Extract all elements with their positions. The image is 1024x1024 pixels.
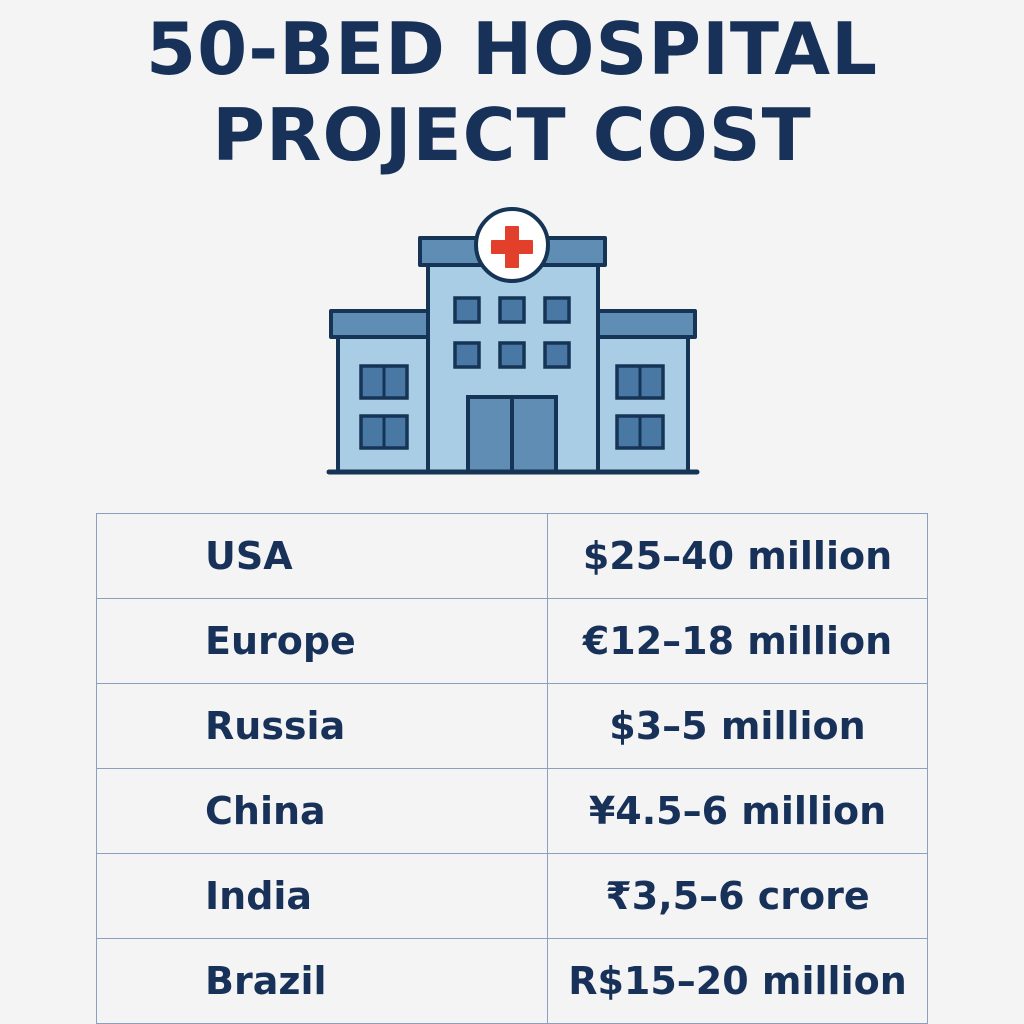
cost-cell: $3–5 million [547, 683, 928, 769]
hospital-building-icon [326, 207, 700, 475]
cost-cell: R$15–20 million [547, 938, 928, 1024]
table-row: Russia $3–5 million [96, 683, 928, 769]
country-cell: USA [96, 513, 548, 599]
page-title: 50-BED HOSPITAL PROJECT COST [0, 6, 1024, 178]
country-cell: Brazil [96, 938, 548, 1024]
cost-table: USA $25–40 million Europe €12–18 million… [96, 513, 928, 1024]
country-cell: Russia [96, 683, 548, 769]
table-row: USA $25–40 million [96, 513, 928, 599]
title-line-2: PROJECT COST [212, 93, 812, 177]
table-row: Europe €12–18 million [96, 598, 928, 684]
country-cell: China [96, 768, 548, 854]
title-line-1: 50-BED HOSPITAL [146, 7, 878, 91]
country-cell: India [96, 853, 548, 939]
cost-cell: ₹3,5–6 crore [547, 853, 928, 939]
cost-cell: $25–40 million [547, 513, 928, 599]
table-row: China ¥4.5–6 million [96, 768, 928, 854]
red-cross-icon [491, 226, 533, 268]
table-row: Brazil R$15–20 million [96, 938, 928, 1024]
cost-cell: €12–18 million [547, 598, 928, 684]
table-row: India ₹3,5–6 crore [96, 853, 928, 939]
cost-cell: ¥4.5–6 million [547, 768, 928, 854]
country-cell: Europe [96, 598, 548, 684]
